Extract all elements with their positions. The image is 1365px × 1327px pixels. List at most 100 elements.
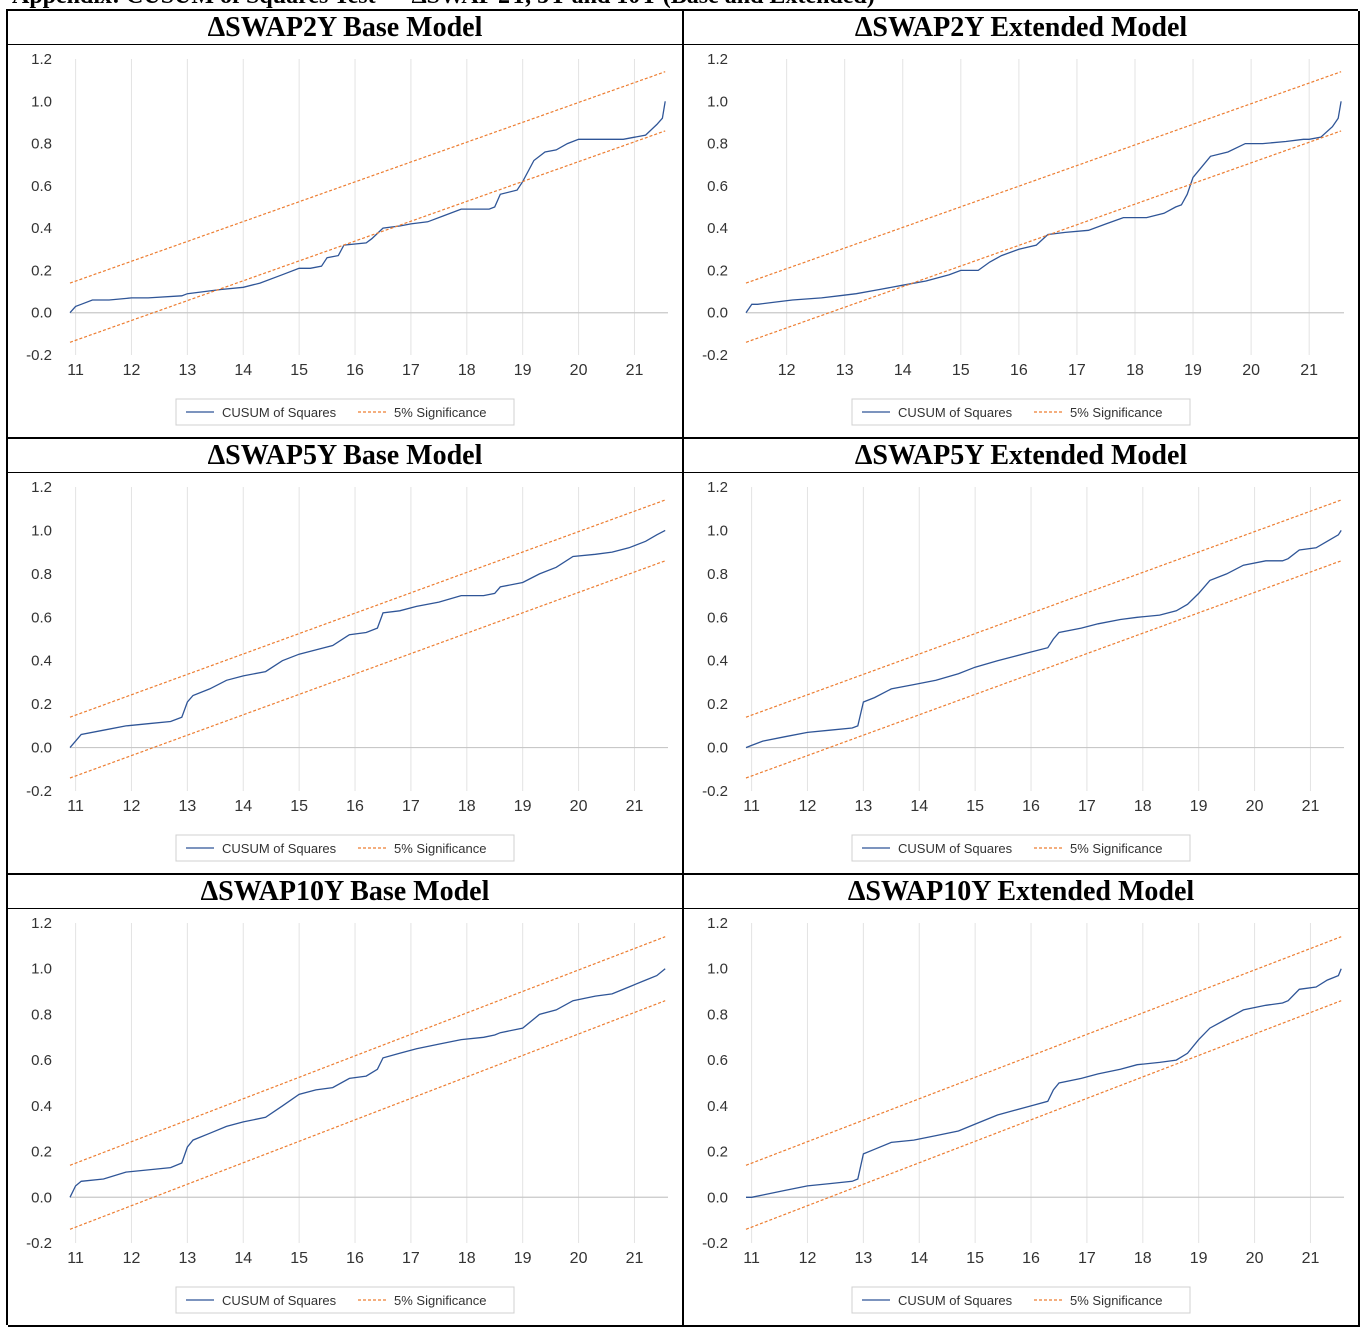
x-tick-label: 18 bbox=[458, 1250, 476, 1267]
x-tick-label: 16 bbox=[346, 1250, 364, 1267]
cusum-series-line bbox=[69, 101, 666, 314]
chart-title: ΔSWAP10Y Extended Model bbox=[684, 875, 1358, 909]
x-tick-label: 18 bbox=[1134, 798, 1152, 815]
y-tick-label: -0.2 bbox=[26, 347, 52, 364]
panel-swap2y-base: ΔSWAP2Y Base Model -0.2 0.0 0.2 0.4 0.6 0.8 1.… bbox=[8, 11, 684, 439]
legend-box bbox=[175, 398, 515, 426]
significance-bound-line bbox=[745, 130, 1342, 343]
x-tick-label: 19 bbox=[514, 1250, 532, 1267]
x-tick-label: 20 bbox=[1246, 1250, 1264, 1267]
panel-swap2y-extended: ΔSWAP2Y Extended Model -0.2 0.0 0.2 0.4 0.6 0… bbox=[684, 11, 1360, 439]
x-tick-label: 17 bbox=[1078, 798, 1096, 815]
x-tick-label: 16 bbox=[1022, 1250, 1040, 1267]
y-tick-label: 0.6 bbox=[31, 1052, 52, 1069]
cusum-series-line bbox=[745, 101, 1342, 314]
chart-swap10y-extended: -0.2 0.0 0.2 0.4 0.6 0.8 1.0 1.2 11 12 13 14 15 16 17 1… bbox=[702, 915, 1344, 1314]
x-tick-label: 14 bbox=[234, 1250, 252, 1267]
y-tick-label: 0.6 bbox=[31, 178, 52, 195]
x-tick-label: 21 bbox=[626, 798, 644, 815]
chart-swap2y-extended: -0.2 0.0 0.2 0.4 0.6 0.8 1.0 1.2 12 13 14 15 16 17 18 1… bbox=[702, 51, 1344, 426]
legend-label: CUSUM of Squares bbox=[898, 841, 1013, 856]
x-tick-label: 18 bbox=[458, 362, 476, 379]
x-tick-label: 14 bbox=[234, 362, 252, 379]
x-tick-label: 13 bbox=[178, 1250, 196, 1267]
cusum-series-line bbox=[745, 530, 1342, 749]
y-tick-label: 0.4 bbox=[31, 1098, 52, 1115]
y-tick-label: 0.0 bbox=[31, 305, 52, 322]
legend: CUSUM of Squares 5% Significance bbox=[851, 1286, 1191, 1314]
x-tick-label: 11 bbox=[67, 362, 84, 379]
y-tick-label: 1.0 bbox=[31, 93, 52, 110]
significance-bound-line bbox=[69, 936, 666, 1166]
x-tick-label: 14 bbox=[894, 362, 912, 379]
y-tick-label: -0.2 bbox=[26, 1235, 52, 1252]
significance-bound-line bbox=[69, 1000, 666, 1230]
y-tick-label: -0.2 bbox=[702, 783, 728, 800]
cusum-series-line bbox=[69, 968, 666, 1198]
x-tick-label: 15 bbox=[290, 798, 308, 815]
significance-bound-line bbox=[745, 71, 1342, 284]
x-tick-label: 17 bbox=[1068, 362, 1086, 379]
x-tick-label: 11 bbox=[67, 798, 84, 815]
y-tick-label: 0.0 bbox=[707, 1189, 728, 1206]
legend: CUSUM of Squares 5% Significance bbox=[175, 398, 515, 426]
x-tick-label: 12 bbox=[123, 1250, 141, 1267]
legend-box bbox=[851, 834, 1191, 862]
y-tick-label: 1.2 bbox=[31, 51, 52, 68]
y-tick-label: 0.6 bbox=[707, 609, 728, 626]
x-tick-label: 11 bbox=[743, 1250, 760, 1267]
legend-label: CUSUM of Squares bbox=[898, 1293, 1013, 1308]
y-tick-label: 1.2 bbox=[31, 915, 52, 932]
legend-box bbox=[851, 1286, 1191, 1314]
x-tick-label: 18 bbox=[1126, 362, 1144, 379]
y-tick-label: 0.0 bbox=[707, 305, 728, 322]
y-tick-label: 1.0 bbox=[707, 961, 728, 978]
legend-label: 5% Significance bbox=[394, 1293, 487, 1308]
y-tick-label: 1.2 bbox=[707, 51, 728, 68]
significance-bound-line bbox=[69, 560, 666, 779]
significance-bound-line bbox=[745, 560, 1342, 779]
x-tick-label: 11 bbox=[67, 1250, 84, 1267]
legend-box bbox=[851, 398, 1191, 426]
legend-box bbox=[175, 834, 515, 862]
legend-label: CUSUM of Squares bbox=[898, 405, 1013, 420]
x-tick-label: 20 bbox=[570, 1250, 588, 1267]
y-tick-label: 0.4 bbox=[707, 220, 728, 237]
significance-bound-line bbox=[745, 499, 1342, 718]
y-tick-label: 1.0 bbox=[707, 522, 728, 539]
x-tick-label: 12 bbox=[799, 1250, 817, 1267]
x-tick-label: 21 bbox=[1302, 798, 1320, 815]
y-tick-label: 0.8 bbox=[707, 1006, 728, 1023]
chart-grid: ΔSWAP2Y Base Model -0.2 0.0 0.2 0.4 0.6 0.8 1.… bbox=[6, 9, 1360, 1327]
significance-bound-line bbox=[69, 499, 666, 718]
x-tick-label: 17 bbox=[1078, 1250, 1096, 1267]
x-tick-label: 12 bbox=[123, 798, 141, 815]
legend-label: 5% Significance bbox=[1070, 841, 1163, 856]
legend: CUSUM of Squares 5% Significance bbox=[175, 1286, 515, 1314]
x-tick-label: 19 bbox=[1184, 362, 1202, 379]
x-tick-label: 12 bbox=[123, 362, 141, 379]
x-tick-label: 13 bbox=[854, 1250, 872, 1267]
x-tick-label: 21 bbox=[626, 362, 644, 379]
legend: CUSUM of Squares 5% Significance bbox=[851, 398, 1191, 426]
y-tick-label: 0.0 bbox=[31, 740, 52, 757]
panel-swap5y-extended: ΔSWAP5Y Extended Model -0.2 0.0 0.2 0.4 0.6 0… bbox=[684, 439, 1360, 875]
significance-bound-line bbox=[69, 130, 666, 343]
y-tick-label: 1.2 bbox=[31, 479, 52, 496]
x-tick-label: 12 bbox=[799, 798, 817, 815]
chart-title: ΔSWAP10Y Base Model bbox=[8, 875, 682, 909]
x-tick-label: 16 bbox=[1010, 362, 1028, 379]
y-tick-label: 0.2 bbox=[707, 1144, 728, 1161]
x-tick-label: 15 bbox=[966, 1250, 984, 1267]
significance-bound-line bbox=[745, 936, 1342, 1166]
y-tick-label: 0.6 bbox=[31, 609, 52, 626]
chart-title: ΔSWAP5Y Base Model bbox=[8, 439, 682, 473]
significance-bound-line bbox=[745, 1000, 1342, 1230]
legend: CUSUM of Squares 5% Significance bbox=[851, 834, 1191, 862]
x-tick-label: 12 bbox=[778, 362, 796, 379]
x-tick-label: 20 bbox=[1246, 798, 1264, 815]
y-tick-label: 0.2 bbox=[707, 696, 728, 713]
x-tick-label: 15 bbox=[290, 362, 308, 379]
x-tick-label: 13 bbox=[836, 362, 854, 379]
x-tick-label: 20 bbox=[570, 362, 588, 379]
